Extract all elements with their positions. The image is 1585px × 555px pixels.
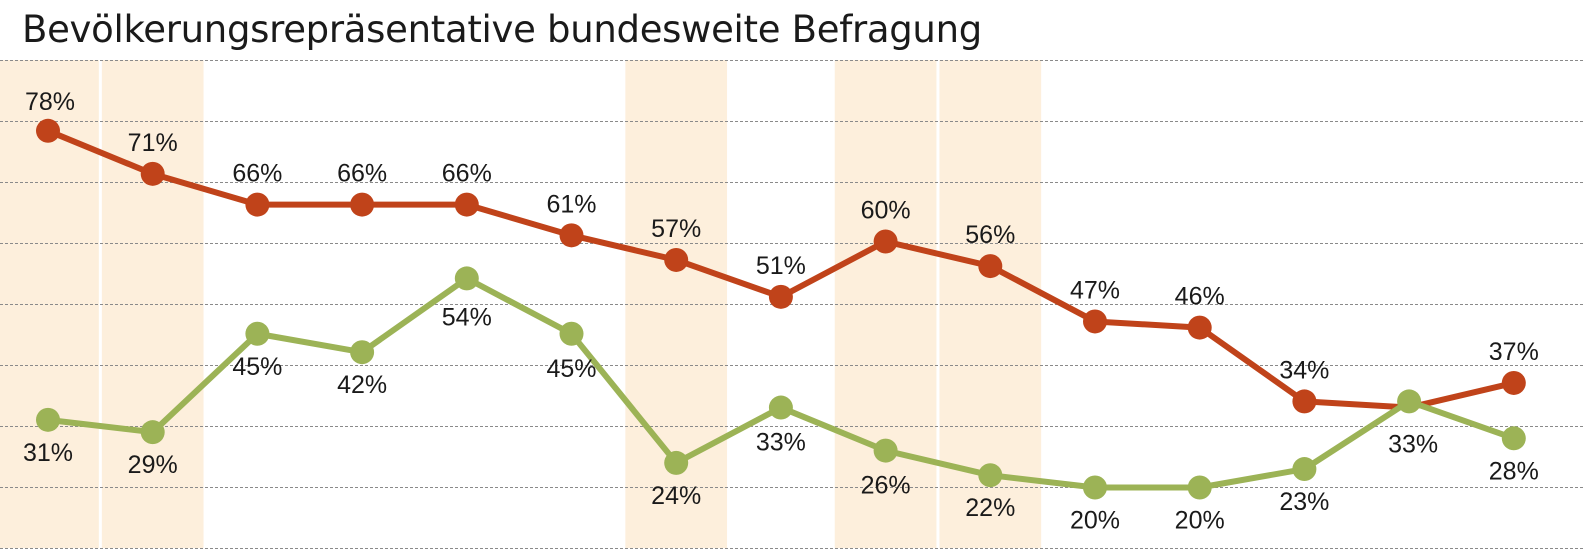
data-point [36, 118, 60, 143]
data-point [768, 284, 793, 309]
data-point [1397, 389, 1422, 414]
data-point [873, 229, 898, 254]
data-point [559, 321, 584, 346]
data-point [1083, 475, 1107, 500]
data-label: 57% [651, 215, 701, 243]
data-label: 20% [1070, 507, 1120, 535]
data-point [36, 407, 60, 432]
data-label: 45% [232, 353, 282, 381]
data-label: 61% [546, 190, 596, 218]
data-label: 42% [337, 371, 387, 399]
data-label: 71% [128, 129, 178, 157]
data-point [978, 463, 1003, 488]
data-point [768, 395, 793, 420]
data-label: 66% [232, 160, 282, 188]
data-point [1292, 457, 1317, 482]
data-label: 34% [1279, 356, 1329, 384]
data-label: 29% [128, 451, 178, 479]
data-point [245, 321, 270, 346]
data-point [1501, 426, 1526, 451]
data-label: 66% [442, 160, 492, 188]
data-point [245, 192, 270, 217]
data-point [559, 223, 584, 248]
data-point [140, 420, 165, 445]
data-label: 60% [861, 197, 911, 225]
data-label: 37% [1489, 338, 1539, 366]
data-label: 28% [1489, 457, 1539, 485]
data-point [454, 266, 479, 291]
data-point [1501, 370, 1526, 395]
data-point [350, 192, 375, 217]
data-point [664, 247, 689, 272]
data-label: 33% [756, 429, 806, 457]
data-label: 56% [965, 221, 1015, 249]
data-point [454, 192, 479, 217]
data-label: 45% [546, 355, 596, 383]
data-label: 23% [1279, 488, 1329, 516]
data-point [350, 340, 375, 365]
chart-title: Bevölkerungsrepräsentative bundesweite B… [22, 8, 982, 51]
data-label: 51% [756, 252, 806, 280]
data-point [664, 450, 689, 475]
data-label: 31% [23, 439, 73, 467]
data-label: 78% [25, 88, 75, 116]
data-label: 66% [337, 160, 387, 188]
data-label: 54% [442, 303, 492, 331]
data-label: 26% [861, 472, 911, 500]
data-label: 33% [1388, 430, 1438, 458]
data-label: 47% [1070, 276, 1120, 304]
data-point [978, 254, 1003, 279]
data-label: 20% [1175, 507, 1225, 535]
data-label: 24% [651, 482, 701, 510]
data-label: 22% [965, 494, 1015, 522]
data-point [1292, 389, 1317, 414]
data-point [1187, 475, 1212, 500]
data-point [140, 161, 165, 186]
data-point [1187, 315, 1212, 340]
data-label: 46% [1175, 283, 1225, 311]
data-point [1083, 309, 1107, 334]
data-point [873, 438, 898, 463]
